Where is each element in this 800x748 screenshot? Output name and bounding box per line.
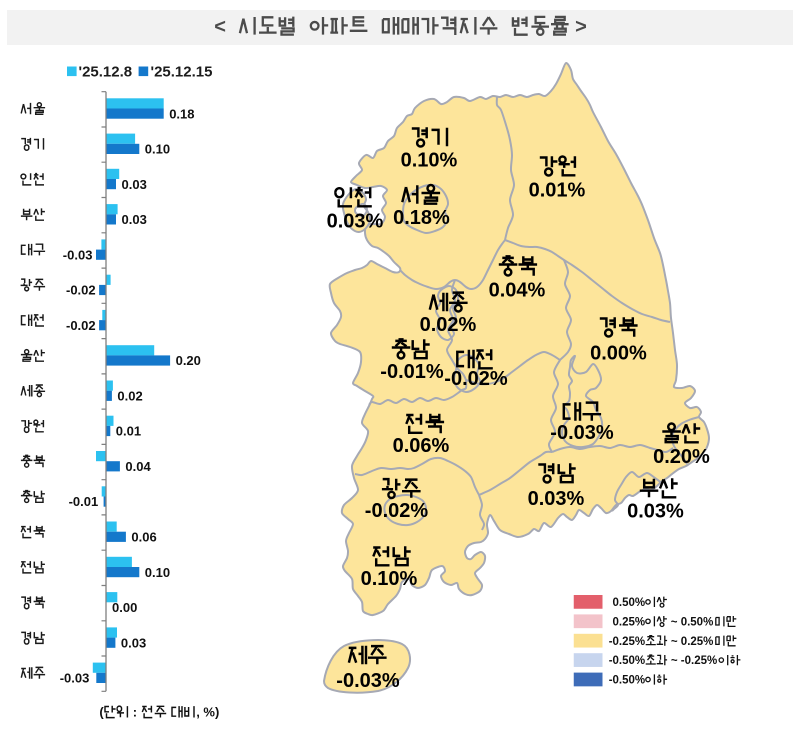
- svg-text:0.04: 0.04: [125, 459, 151, 474]
- svg-text::: :: [129, 705, 141, 720]
- svg-text:0.01%: 0.01%: [529, 180, 586, 202]
- svg-text:0.50%: 0.50%: [613, 597, 646, 609]
- svg-text:0.10: 0.10: [145, 142, 170, 157]
- svg-text:-0.03: -0.03: [60, 671, 90, 686]
- svg-text:-0.01: -0.01: [69, 494, 99, 509]
- svg-text:'25.12.15: '25.12.15: [151, 63, 213, 80]
- svg-text:0.01: 0.01: [116, 424, 141, 439]
- svg-text:(: (: [99, 705, 104, 720]
- svg-text:~ 0.25%: ~ 0.25%: [668, 636, 714, 648]
- svg-text:0.10%: 0.10%: [361, 568, 418, 590]
- svg-text:-0.50%: -0.50%: [609, 655, 645, 667]
- svg-text:0.00%: 0.00%: [590, 343, 647, 365]
- svg-text:0.25%: 0.25%: [613, 616, 646, 628]
- svg-text:-0.03%: -0.03%: [550, 422, 614, 444]
- svg-text:'25.12.8: '25.12.8: [79, 63, 133, 80]
- svg-text:0.06%: 0.06%: [393, 435, 450, 457]
- svg-text:0.20%: 0.20%: [653, 446, 710, 468]
- svg-text:0.03%: 0.03%: [627, 501, 684, 523]
- svg-text:0.03: 0.03: [121, 635, 146, 650]
- svg-text:>: >: [570, 16, 587, 38]
- svg-text:0.04%: 0.04%: [489, 280, 546, 302]
- svg-text:0.02%: 0.02%: [420, 314, 477, 336]
- svg-text:-0.02%: -0.02%: [365, 500, 429, 522]
- svg-text:0.10%: 0.10%: [401, 150, 458, 172]
- svg-text:~ -0.25%: ~ -0.25%: [668, 655, 718, 667]
- svg-text:0.03%: 0.03%: [528, 488, 585, 510]
- svg-text:0.03: 0.03: [122, 212, 147, 227]
- svg-text:~ 0.50%: ~ 0.50%: [668, 616, 714, 628]
- svg-text:0.02: 0.02: [117, 388, 142, 403]
- svg-text:-0.25%: -0.25%: [609, 636, 645, 648]
- svg-text:0.10: 0.10: [145, 565, 170, 580]
- svg-text:0.18%: 0.18%: [393, 207, 450, 229]
- svg-text:<: <: [214, 16, 231, 38]
- svg-text:-0.01%: -0.01%: [380, 361, 444, 383]
- svg-text:0.03%: 0.03%: [327, 211, 384, 233]
- svg-text:0.00: 0.00: [112, 600, 137, 615]
- svg-text:-0.03%: -0.03%: [336, 670, 400, 692]
- svg-text:-0.02: -0.02: [66, 318, 96, 333]
- svg-text:0.03: 0.03: [122, 177, 147, 192]
- svg-text:0.18: 0.18: [169, 106, 194, 121]
- svg-text:, %): , %): [196, 705, 219, 720]
- svg-text:-0.03: -0.03: [63, 247, 93, 262]
- svg-text:0.20: 0.20: [176, 353, 201, 368]
- svg-text:-0.02%: -0.02%: [444, 368, 508, 390]
- svg-text:0.06: 0.06: [131, 530, 156, 545]
- svg-text:-0.50%: -0.50%: [609, 675, 645, 687]
- svg-text:-0.02: -0.02: [66, 283, 96, 298]
